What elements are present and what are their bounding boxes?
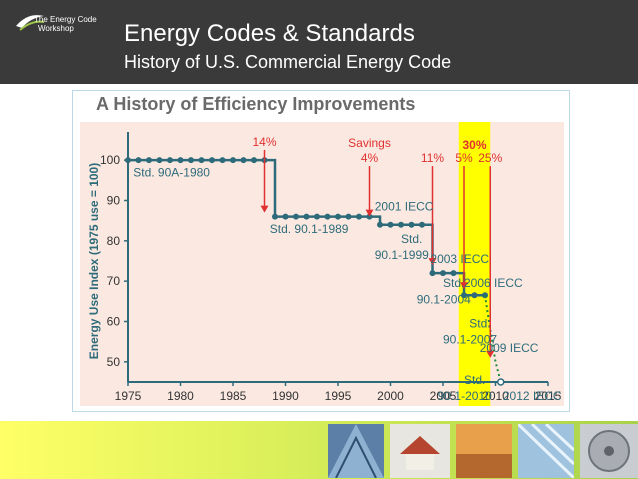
series-point [135, 157, 142, 164]
annotation-layer: Std. 90A-1980 Std. 90.1-1989 2001 IECC Std.… [133, 165, 562, 403]
series-point [230, 157, 236, 164]
series-point [146, 157, 152, 164]
series-point [209, 157, 215, 164]
logo-line2: Workshop [38, 24, 74, 33]
y-tick-label: 50 [107, 355, 121, 369]
series-point [440, 270, 446, 277]
y-tick-label: 100 [100, 153, 120, 167]
annotation-label: 90.1-1999 [375, 248, 429, 262]
x-tick-label: 1990 [272, 389, 299, 403]
projected-end-point [497, 378, 505, 386]
series-point [188, 157, 194, 164]
savings-arrowhead [428, 258, 437, 266]
annotation-label: 90.1-2004 [417, 292, 471, 306]
savings-arrowhead [486, 350, 495, 358]
x-tick-label: 1995 [325, 389, 352, 403]
axis-layer: 50 60 70 80 90 100 1975 1980 1985 1990 1995 2000 200… [87, 132, 562, 403]
annotation-label: 2009 IECC [480, 341, 539, 355]
annotation-label: Std. [469, 317, 490, 331]
series-point [471, 292, 478, 299]
series-point [314, 213, 320, 220]
annotation-label: Std. [401, 232, 422, 246]
house-plan-image [390, 424, 450, 478]
series-point [293, 213, 299, 220]
annotation-label: 2001 IECC [375, 200, 434, 214]
y-tick-label: 90 [107, 194, 121, 208]
series-point [345, 213, 352, 220]
series-point [156, 157, 163, 164]
x-tick-label: 2010 [482, 389, 509, 403]
x-tick-label: 1980 [167, 389, 194, 403]
series-point [398, 221, 404, 228]
annotation-label: Std. [464, 373, 485, 387]
annotation-label: 2012 IECC [503, 389, 562, 403]
desert-landscape-image [456, 424, 512, 478]
series-point [377, 221, 383, 228]
series-point [177, 157, 184, 164]
savings-arrow-layer: Savings 14% 4% 11% 5% 25% [252, 135, 503, 358]
series-point [251, 157, 257, 164]
energy-code-logo-icon [16, 15, 45, 31]
savings-arrowhead [460, 282, 468, 290]
series-point [324, 213, 331, 220]
series-point [219, 157, 226, 164]
x-tick-label: 1975 [115, 389, 142, 403]
series-point [408, 221, 415, 228]
highlight-band-label: 30% [462, 138, 486, 152]
series-point [356, 213, 362, 220]
series-point [387, 221, 394, 228]
savings-label: 5% [455, 151, 473, 165]
logo-line1: The Energy Code [34, 15, 97, 24]
series-point [282, 213, 289, 220]
savings-label: 4% [361, 151, 379, 165]
chart-title: A History of Efficiency Improvements [96, 94, 415, 114]
series-point [450, 270, 457, 277]
glass-facade-image [518, 424, 574, 478]
slide-subtitle: History of U.S. Commercial Energy Code [124, 52, 452, 72]
series-layer [125, 157, 505, 386]
annotation-label: 90.1-2010 [438, 389, 492, 403]
chart-svg: A History of Efficiency Improvements 30%… [72, 90, 570, 412]
series-point [335, 213, 341, 220]
x-tick-label: 1985 [220, 389, 247, 403]
savings-arrowhead [365, 209, 374, 217]
savings-arrowhead [260, 205, 269, 213]
slide-header: The Energy Code Workshop Energy Codes & … [0, 0, 638, 84]
savings-title: Savings [348, 136, 391, 150]
y-tick-label: 80 [107, 234, 121, 248]
savings-label: 25% [478, 151, 502, 165]
projected-series-line [484, 295, 502, 383]
annotation-label: 2006 IECC [464, 276, 523, 290]
y-tick-label: 60 [107, 315, 121, 329]
annotation-label: Std. [443, 276, 464, 290]
savings-label: 14% [252, 135, 276, 149]
series-point [419, 221, 425, 228]
annotation-label: 90.1-2007 [443, 333, 497, 347]
series-point [429, 270, 436, 277]
series-point [303, 213, 310, 220]
slide-title: Energy Codes & Standards [124, 20, 415, 47]
series-point [272, 213, 278, 220]
efficiency-chart: A History of Efficiency Improvements 30%… [72, 90, 570, 412]
annotation-label: Std. 90.1-1989 [270, 222, 349, 236]
series-point [482, 292, 488, 299]
fan-image [580, 424, 638, 478]
x-tick-label: 2015 [535, 389, 562, 403]
annotation-label: 2003 IECC [430, 252, 489, 266]
building-glass-image [328, 424, 384, 478]
series-point [167, 157, 173, 164]
x-tick-label: 2005 [430, 389, 457, 403]
y-tick-label: 70 [107, 274, 121, 288]
savings-label: 11% [421, 151, 444, 165]
series-point [198, 157, 205, 164]
y-axis-label: Energy Use Index (1975 use = 100) [87, 163, 101, 359]
series-point [461, 292, 467, 299]
x-tick-label: 2000 [377, 389, 404, 403]
annotation-label: Std. 90A-1980 [133, 165, 210, 179]
series-point [125, 157, 131, 164]
series-point [240, 157, 247, 164]
